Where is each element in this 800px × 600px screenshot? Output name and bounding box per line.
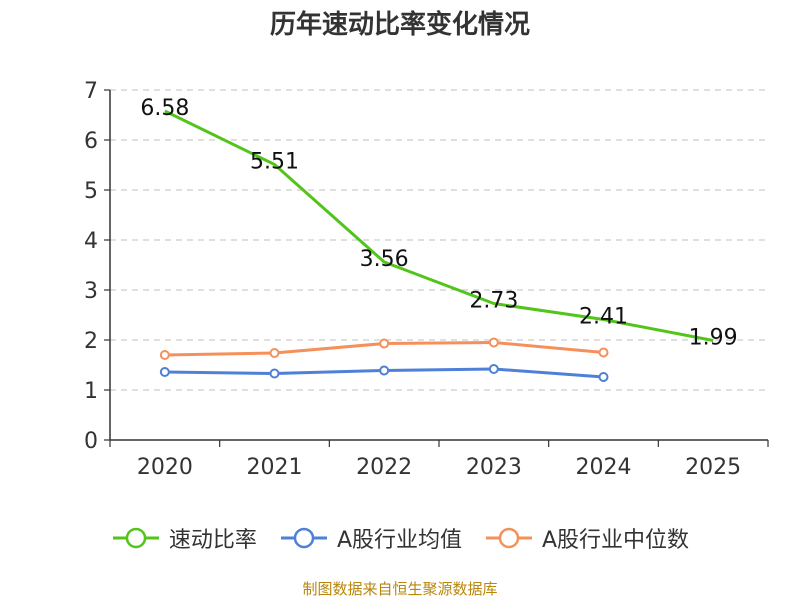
data-point[interactable]: [269, 348, 280, 358]
data-point[interactable]: [488, 364, 499, 374]
y-tick-label: 3: [84, 279, 98, 304]
y-tick-label: 1: [84, 379, 98, 404]
y-tick-label: 5: [84, 179, 98, 204]
legend-item[interactable]: A股行业均值: [279, 522, 462, 554]
data-label: 2.41: [579, 305, 628, 330]
data-point[interactable]: [269, 368, 280, 379]
x-tick-label: 2021: [247, 455, 303, 480]
data-point[interactable]: [159, 350, 170, 360]
legend-marker-icon: [280, 527, 327, 549]
legend: 速动比率 A股行业均值 A股行业中位数: [0, 518, 800, 558]
data-point[interactable]: [379, 338, 390, 349]
label-layer: 6.58 5.51 3.56 2.73 2.41 1.99: [140, 96, 737, 351]
data-label: 6.58: [140, 96, 189, 121]
data-label: 3.56: [360, 247, 409, 272]
y-tick-label: 4: [84, 229, 98, 254]
y-tick-label: 0: [84, 429, 98, 454]
axis-layer: 0 1 2 3 4 5 6 7 2020 2021 2022 2023 2024 2025: [84, 79, 769, 480]
data-point[interactable]: [598, 347, 609, 358]
y-tick-label: 7: [84, 79, 98, 104]
data-label: 5.51: [250, 150, 299, 175]
x-tick-label: 2022: [356, 455, 412, 480]
data-point[interactable]: [379, 365, 390, 376]
grid-layer: [110, 89, 768, 391]
data-label: 1.99: [689, 326, 738, 351]
x-tick-label: 2024: [576, 455, 632, 480]
data-point[interactable]: [488, 337, 499, 348]
x-tick-label: 2023: [466, 455, 522, 480]
x-tick-label: 2025: [685, 455, 741, 480]
legend-item[interactable]: 速动比率: [111, 522, 257, 554]
legend-label: A股行业中位数: [542, 528, 690, 553]
data-point[interactable]: [598, 372, 609, 382]
legend-marker-icon: [112, 527, 159, 549]
legend-label: 速动比率: [168, 528, 257, 553]
legend-label: A股行业均值: [336, 528, 462, 553]
x-tick-label: 2020: [137, 455, 193, 480]
data-label: 2.73: [469, 289, 518, 314]
data-point[interactable]: [159, 367, 170, 377]
source-text: 制图数据来自恒生聚源数据库: [302, 580, 498, 598]
chart-title: 历年速动比率变化情况: [269, 10, 530, 40]
y-tick-label: 6: [84, 129, 98, 154]
legend-marker-icon: [486, 527, 532, 549]
series-line-0[interactable]: [164, 109, 714, 342]
series-layer: [159, 109, 714, 382]
y-tick-label: 2: [84, 329, 98, 354]
legend-item[interactable]: A股行业中位数: [484, 522, 689, 554]
